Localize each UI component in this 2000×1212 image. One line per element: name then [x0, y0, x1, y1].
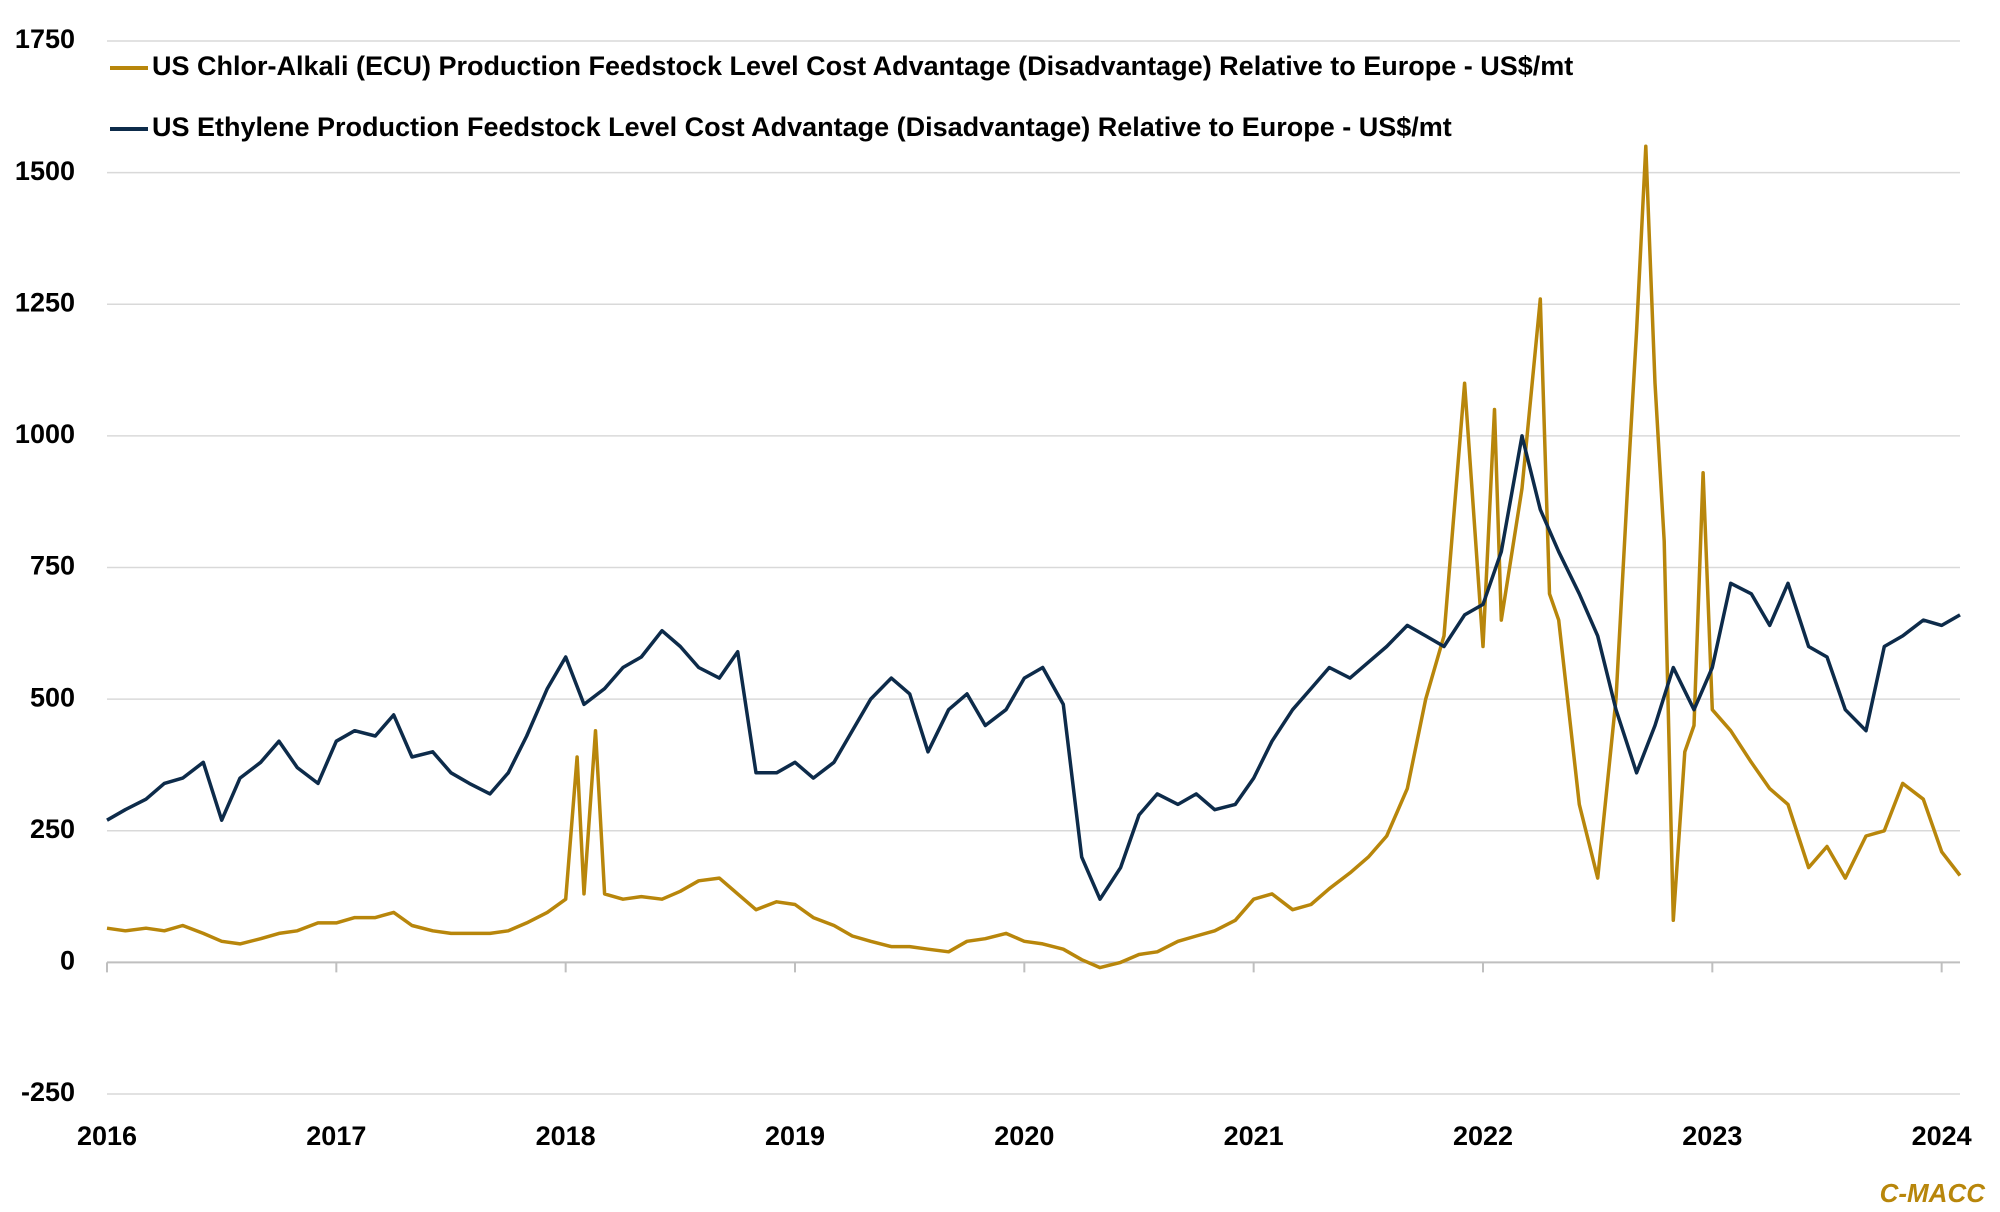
legend-label: US Chlor-Alkali (ECU) Production Feedsto… — [152, 51, 1573, 81]
y-tick-label: 1250 — [15, 287, 75, 317]
y-tick-label: 250 — [30, 814, 75, 844]
x-tick-label: 2020 — [994, 1121, 1054, 1151]
x-tick-label: 2023 — [1682, 1121, 1742, 1151]
x-tick-label: 2016 — [77, 1121, 137, 1151]
x-tick-label: 2017 — [306, 1121, 366, 1151]
source-note: C-MACC — [1880, 1178, 1987, 1208]
y-tick-label: 500 — [30, 682, 75, 712]
y-tick-label: 1000 — [15, 419, 75, 449]
x-tick-label: 2018 — [536, 1121, 596, 1151]
y-tick-label: -250 — [21, 1077, 75, 1107]
y-tick-label: 1750 — [15, 24, 75, 54]
y-tick-label: 0 — [60, 946, 75, 976]
x-tick-label: 2019 — [765, 1121, 825, 1151]
x-tick-label: 2021 — [1224, 1121, 1284, 1151]
series-line — [106, 144, 1962, 970]
y-tick-label: 1500 — [15, 156, 75, 186]
series-line — [106, 434, 1961, 901]
y-tick-label: 750 — [30, 551, 75, 581]
x-tick-label: 2024 — [1912, 1121, 1972, 1151]
legend-label: US Ethylene Production Feedstock Level C… — [152, 112, 1452, 142]
x-tick-label: 2022 — [1453, 1121, 1513, 1151]
